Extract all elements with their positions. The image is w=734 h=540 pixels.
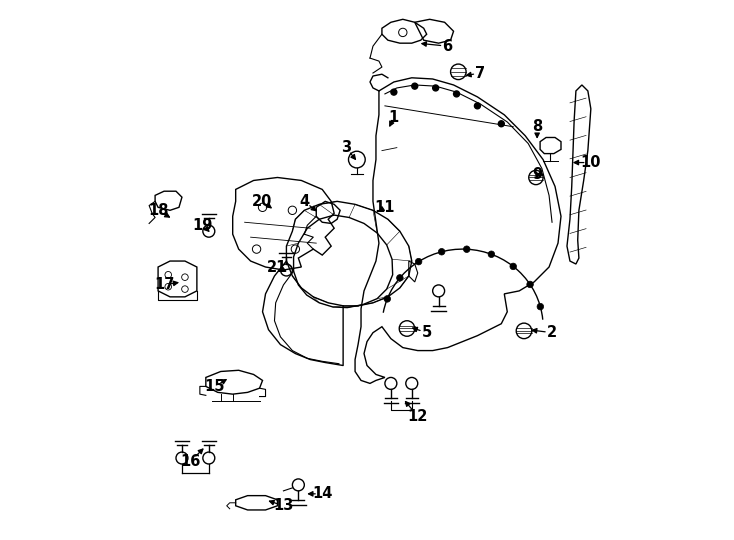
Text: 1: 1	[389, 110, 399, 125]
Text: 18: 18	[148, 203, 168, 218]
Text: 16: 16	[181, 454, 201, 469]
Text: 7: 7	[476, 65, 485, 80]
Circle shape	[415, 258, 422, 265]
Text: 8: 8	[532, 119, 542, 134]
Text: 10: 10	[581, 155, 601, 170]
Circle shape	[463, 246, 470, 253]
Circle shape	[391, 89, 397, 95]
Text: 15: 15	[205, 379, 225, 394]
Text: 19: 19	[192, 218, 213, 233]
Text: 13: 13	[273, 498, 294, 514]
Circle shape	[510, 263, 517, 269]
Text: 14: 14	[312, 487, 333, 501]
Text: 6: 6	[443, 39, 453, 53]
Circle shape	[488, 251, 495, 258]
Text: 17: 17	[154, 278, 174, 293]
Text: 9: 9	[532, 167, 542, 182]
Circle shape	[396, 274, 403, 281]
Text: 2: 2	[547, 325, 557, 340]
Circle shape	[537, 303, 544, 310]
Circle shape	[498, 121, 504, 127]
Circle shape	[432, 85, 439, 91]
Circle shape	[474, 103, 481, 109]
Circle shape	[438, 248, 445, 255]
Text: 20: 20	[252, 194, 273, 209]
Text: 21: 21	[267, 260, 288, 274]
Circle shape	[527, 281, 534, 288]
Text: 5: 5	[421, 325, 432, 340]
Text: 4: 4	[299, 194, 310, 209]
Text: 12: 12	[407, 409, 428, 424]
Text: 3: 3	[341, 140, 351, 155]
Circle shape	[454, 91, 459, 97]
Text: 11: 11	[374, 200, 395, 215]
Circle shape	[412, 83, 418, 89]
Circle shape	[384, 295, 390, 302]
